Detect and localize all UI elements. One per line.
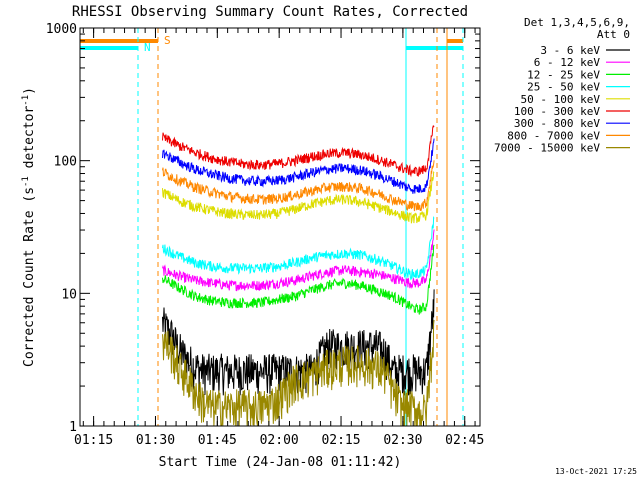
legend-label-7: 800 - 7000 keV [507,129,600,142]
x-tick-label-5: 02:30 [383,433,422,448]
series-line-2 [162,244,435,315]
legend-label-1: 6 - 12 keV [534,56,601,69]
x-tick-label-6: 02:45 [445,433,484,448]
y-tick-label-1: 10 [61,287,77,302]
y-tick-label-0: 1 [69,420,77,435]
legend-label-4: 50 - 100 keV [521,93,601,106]
legend-label-8: 7000 - 15000 keV [494,142,600,155]
y-axis: 1 10 100 1000 [46,22,480,435]
x-tick-label-3: 02:00 [260,433,299,448]
x-tick-label-4: 02:15 [321,433,360,448]
series-lines [162,125,435,427]
x-axis-label: Start Time (24-Jan-08 01:11:42) [159,455,402,470]
y-axis-label: Corrected Count Rate (s-1 detector-1) [21,87,37,367]
y-tick-label-2: 100 [54,155,77,170]
x-axis: 01:15 01:30 01:45 02:00 02:15 02:30 02:45 [74,28,484,448]
series-line-4 [162,170,435,224]
series-line-5 [162,125,435,178]
footer-timestamp: 13-Oct-2021 17:25 [555,467,637,476]
series-line-3 [162,215,435,281]
saa-flag-label: S [164,34,171,47]
series-line-0 [162,289,435,396]
x-tick-label-0: 01:15 [74,433,113,448]
event-lines [137,28,464,426]
legend-label-2: 12 - 25 keV [527,68,600,81]
legend-label-6: 300 - 800 keV [514,117,600,130]
legend-label-0: 3 - 6 keV [540,44,600,57]
plot-frame [79,27,481,427]
y-tick-label-3: 1000 [46,22,77,37]
legend-label-5: 100 - 300 keV [514,105,600,118]
series-line-1 [162,229,435,292]
night-flag-label: N [144,41,151,54]
x-tick-label-2: 01:45 [198,433,237,448]
legend-header-1: Att 0 [597,28,630,41]
flag-bars: SN [80,34,463,54]
chart-title: RHESSI Observing Summary Count Rates, Co… [72,4,468,20]
legend-label-3: 25 - 50 keV [527,81,600,94]
x-tick-label-1: 01:30 [136,433,175,448]
legend-header-0: Det 1,3,4,5,6,9, [524,16,630,29]
series-line-8 [162,319,435,427]
series-line-6 [162,138,435,194]
series-line-7 [162,160,435,212]
